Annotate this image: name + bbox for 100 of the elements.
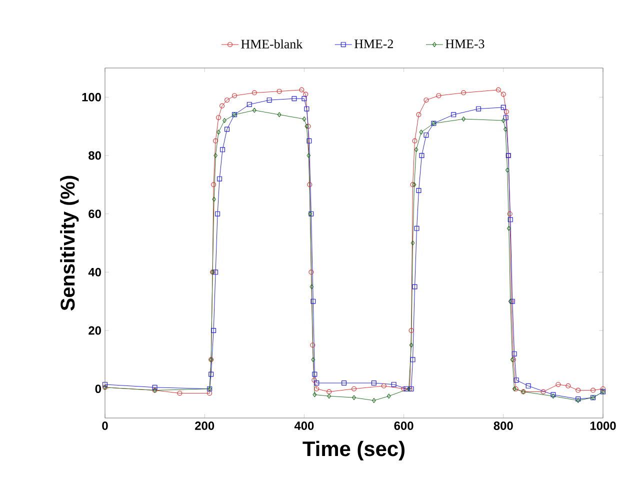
point — [414, 147, 418, 152]
point — [424, 132, 429, 138]
x-tick-label: 600 — [394, 422, 414, 430]
legend-label: HME-blank — [241, 39, 303, 48]
point — [302, 116, 306, 122]
point — [310, 298, 316, 304]
point — [372, 398, 376, 403]
point — [526, 383, 531, 388]
point — [152, 384, 158, 390]
point — [312, 372, 318, 377]
point — [451, 112, 456, 118]
point — [311, 357, 316, 362]
point — [304, 106, 310, 112]
point — [401, 386, 406, 392]
point — [102, 382, 108, 387]
point — [461, 90, 466, 96]
point — [214, 152, 218, 158]
point — [506, 226, 511, 231]
point — [213, 270, 218, 275]
point — [312, 378, 317, 383]
point — [540, 389, 546, 394]
point — [501, 118, 506, 123]
point — [391, 382, 396, 387]
point — [512, 351, 517, 356]
y-tick-label: 100 — [82, 92, 101, 102]
point — [307, 182, 312, 188]
point — [462, 116, 466, 122]
point — [414, 226, 420, 231]
point — [211, 182, 216, 188]
legend-label: HME-2 — [354, 40, 393, 48]
y-tick-label: 40 — [88, 268, 101, 276]
point — [310, 284, 314, 290]
x-axis-title: Time (sec) — [302, 440, 404, 460]
point — [410, 357, 416, 362]
point — [277, 112, 282, 118]
point — [306, 138, 312, 144]
point — [303, 92, 308, 97]
point — [419, 130, 424, 135]
point — [412, 284, 418, 290]
point — [308, 270, 314, 275]
point — [424, 98, 429, 103]
y-tick-label: 60 — [88, 210, 101, 218]
point — [386, 394, 391, 399]
legend-label: HME-3 — [446, 40, 484, 48]
point — [217, 176, 222, 182]
point — [292, 96, 297, 102]
point — [500, 92, 506, 97]
point — [314, 386, 320, 392]
x-tick-label: 400 — [294, 422, 314, 430]
point — [177, 390, 182, 396]
point — [352, 395, 356, 400]
point — [216, 130, 220, 135]
point — [504, 109, 509, 114]
x-tick-label: 200 — [195, 422, 214, 430]
y-tick-label: 20 — [88, 326, 101, 335]
point — [500, 104, 506, 110]
point — [220, 147, 226, 152]
point — [246, 102, 252, 107]
point — [556, 382, 561, 387]
point — [314, 380, 320, 386]
point — [409, 342, 414, 348]
point — [216, 115, 222, 120]
point — [215, 211, 220, 216]
point — [416, 112, 422, 118]
point — [207, 390, 212, 396]
point — [508, 217, 513, 222]
point — [566, 383, 571, 388]
point — [213, 138, 218, 144]
point — [276, 88, 282, 94]
point — [503, 115, 508, 120]
point — [326, 389, 332, 394]
point — [327, 394, 332, 399]
x-tick-label: 800 — [494, 422, 513, 430]
point — [220, 103, 225, 108]
x-tick-label: 0 — [102, 422, 108, 430]
point — [496, 87, 501, 92]
point — [419, 152, 424, 158]
point — [476, 106, 482, 112]
point — [505, 168, 510, 173]
point — [507, 211, 512, 216]
point — [252, 108, 256, 113]
point — [208, 372, 214, 377]
point — [299, 87, 304, 92]
point — [342, 380, 347, 386]
point — [404, 386, 409, 392]
point — [416, 188, 422, 193]
point — [371, 380, 376, 386]
point — [514, 378, 519, 383]
point — [503, 126, 508, 132]
x-tick-label: 1000 — [590, 422, 616, 430]
point — [222, 118, 226, 123]
point — [302, 96, 307, 102]
point — [352, 386, 357, 392]
point — [211, 328, 216, 333]
point — [252, 90, 257, 96]
point — [310, 342, 316, 348]
point — [224, 126, 230, 132]
point — [412, 138, 418, 144]
point — [224, 98, 230, 103]
point — [232, 93, 237, 98]
